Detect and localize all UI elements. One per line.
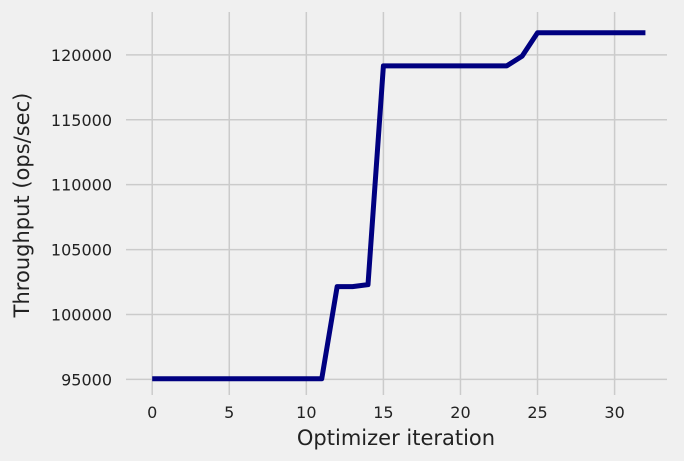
y-tick-label: 100000 bbox=[51, 306, 112, 325]
y-tick-label: 120000 bbox=[51, 46, 112, 65]
y-tick-label: 115000 bbox=[51, 111, 112, 130]
x-tick-label: 20 bbox=[450, 403, 470, 422]
y-tick-labels: 95000 100000 105000 110000 115000 120000 bbox=[51, 46, 112, 390]
x-axis-label: Optimizer iteration bbox=[297, 426, 495, 450]
x-tick-label: 0 bbox=[147, 403, 157, 422]
x-tick-label: 5 bbox=[224, 403, 234, 422]
y-tick-label: 110000 bbox=[51, 176, 112, 195]
series-layer bbox=[152, 30, 646, 382]
y-tick-label: 95000 bbox=[61, 370, 112, 389]
x-tick-label: 30 bbox=[604, 403, 624, 422]
series-line bbox=[152, 30, 646, 382]
x-tick-labels: 0 5 10 15 20 25 30 bbox=[147, 403, 625, 422]
grid bbox=[126, 12, 667, 395]
y-axis-label: Throughput (ops/sec) bbox=[10, 93, 34, 319]
x-tick-label: 15 bbox=[373, 403, 393, 422]
x-tick-label: 10 bbox=[296, 403, 316, 422]
x-tick-label: 25 bbox=[527, 403, 547, 422]
y-tick-label: 105000 bbox=[51, 241, 112, 260]
